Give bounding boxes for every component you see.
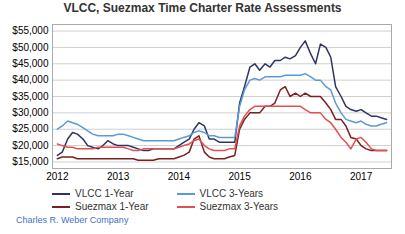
html-text:Charles R. Weber Company: Charles R. Weber Company (16, 215, 129, 225)
svg-text:$35,000: $35,000 (12, 91, 49, 102)
svg-text:2013: 2013 (107, 171, 130, 182)
svg-text:$30,000: $30,000 (12, 107, 49, 118)
svg-text:$45,000: $45,000 (12, 58, 49, 69)
html-text:VLCC 3-Years: VLCC 3-Years (199, 188, 264, 199)
svg-text:2015: 2015 (228, 171, 251, 182)
svg-text:$25,000: $25,000 (12, 123, 49, 134)
svg-text:$40,000: $40,000 (12, 74, 49, 85)
svg-text:2016: 2016 (289, 171, 312, 182)
svg-text:2012: 2012 (46, 171, 69, 182)
html-text:Suezmax 3-Years: Suezmax 3-Years (199, 201, 279, 212)
html-text:VLCC, Suezmax Time Charter Rat: VLCC, Suezmax Time Charter Rate Assessme… (63, 1, 342, 15)
html-text:Suezmax 1-Year: Suezmax 1-Year (75, 201, 149, 212)
html-text:VLCC 1-Year: VLCC 1-Year (75, 188, 134, 199)
svg-text:2017: 2017 (350, 171, 373, 182)
svg-text:$15,000: $15,000 (12, 156, 49, 167)
svg-text:$50,000: $50,000 (12, 42, 49, 53)
svg-text:$20,000: $20,000 (12, 140, 49, 151)
svg-text:2014: 2014 (168, 171, 191, 182)
svg-text:$55,000: $55,000 (12, 25, 49, 36)
